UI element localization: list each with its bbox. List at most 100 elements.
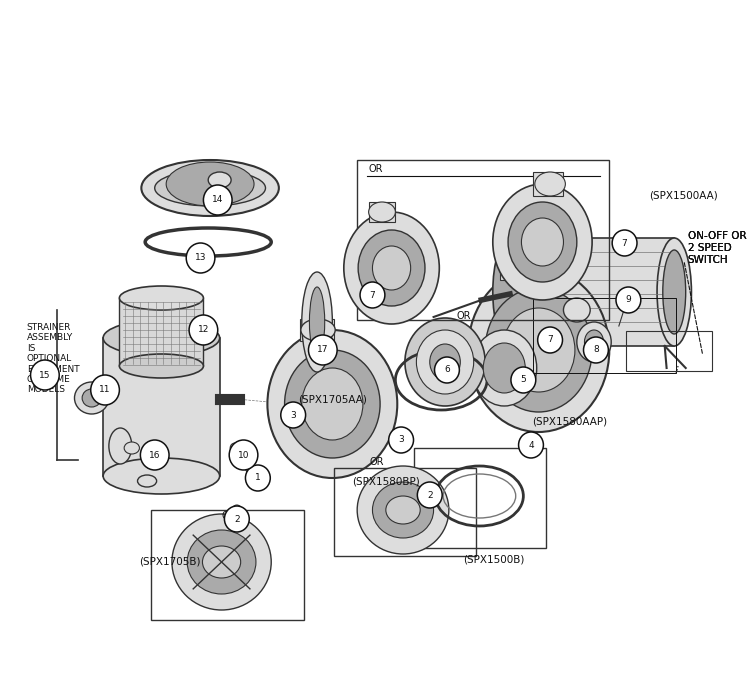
- Text: STRAINER
ASSEMBLY
IS
OPTIONAL
EQUIPMENT
ON SOME
MODELS: STRAINER ASSEMBLY IS OPTIONAL EQUIPMENT …: [27, 323, 80, 394]
- Ellipse shape: [417, 330, 474, 394]
- Bar: [120, 298, 204, 366]
- Ellipse shape: [309, 287, 325, 357]
- Ellipse shape: [141, 160, 279, 216]
- Ellipse shape: [493, 184, 592, 300]
- Text: 3: 3: [399, 435, 404, 444]
- Text: OR: OR: [368, 164, 383, 174]
- Text: OR: OR: [457, 311, 472, 321]
- Text: 13: 13: [195, 253, 206, 262]
- Circle shape: [245, 465, 270, 491]
- Text: OR: OR: [369, 457, 384, 467]
- Bar: [300, 319, 334, 341]
- Ellipse shape: [344, 212, 439, 324]
- Text: 14: 14: [212, 195, 223, 204]
- Ellipse shape: [120, 354, 204, 378]
- Text: 1: 1: [255, 473, 261, 482]
- Text: ON-OFF OR
2 SPEED
SWITCH: ON-OFF OR 2 SPEED SWITCH: [687, 232, 746, 265]
- Ellipse shape: [245, 463, 255, 473]
- Bar: [414, 448, 546, 548]
- Circle shape: [435, 357, 459, 383]
- Ellipse shape: [187, 530, 256, 594]
- Bar: [151, 510, 304, 620]
- Text: 2: 2: [427, 491, 432, 500]
- Ellipse shape: [584, 330, 604, 354]
- Text: ON-OFF OR
2 SPEED
SWITCH: ON-OFF OR 2 SPEED SWITCH: [687, 232, 746, 265]
- Ellipse shape: [521, 218, 563, 266]
- Ellipse shape: [124, 442, 139, 454]
- Text: 10: 10: [238, 451, 249, 459]
- Ellipse shape: [74, 382, 109, 414]
- Text: 3: 3: [290, 410, 296, 419]
- Text: OR: OR: [222, 511, 236, 521]
- Ellipse shape: [563, 298, 590, 322]
- Bar: [500, 256, 538, 280]
- Text: ON-OFF OR
2 SPEED
SWITCH: ON-OFF OR 2 SPEED SWITCH: [687, 232, 746, 265]
- Circle shape: [511, 367, 535, 393]
- Circle shape: [584, 337, 608, 363]
- Ellipse shape: [109, 428, 132, 464]
- Ellipse shape: [425, 485, 435, 495]
- Bar: [357, 160, 609, 320]
- Text: (SPX1500B): (SPX1500B): [463, 554, 525, 564]
- Ellipse shape: [103, 458, 220, 494]
- Ellipse shape: [508, 202, 577, 282]
- Ellipse shape: [230, 443, 240, 453]
- Ellipse shape: [268, 330, 397, 478]
- Ellipse shape: [358, 230, 425, 306]
- Ellipse shape: [468, 268, 609, 432]
- Ellipse shape: [232, 505, 241, 515]
- Ellipse shape: [663, 250, 686, 334]
- Ellipse shape: [120, 286, 204, 310]
- Text: 5: 5: [520, 375, 526, 384]
- Ellipse shape: [535, 172, 566, 196]
- Ellipse shape: [103, 320, 220, 356]
- Ellipse shape: [502, 308, 575, 392]
- Text: (SPX1705B): (SPX1705B): [139, 556, 201, 566]
- Bar: [533, 298, 676, 373]
- Ellipse shape: [368, 202, 396, 222]
- Ellipse shape: [372, 246, 411, 290]
- Ellipse shape: [138, 475, 156, 487]
- Bar: [626, 331, 712, 371]
- Ellipse shape: [386, 496, 420, 524]
- Ellipse shape: [208, 172, 231, 188]
- Ellipse shape: [284, 350, 380, 458]
- Ellipse shape: [405, 318, 485, 406]
- Text: 12: 12: [198, 326, 209, 335]
- Bar: [368, 202, 396, 222]
- Ellipse shape: [500, 256, 538, 280]
- Bar: [334, 468, 475, 556]
- Circle shape: [189, 315, 218, 345]
- Text: 17: 17: [317, 346, 329, 354]
- Ellipse shape: [472, 330, 537, 406]
- Text: 2: 2: [234, 514, 240, 524]
- Ellipse shape: [302, 272, 332, 372]
- Circle shape: [538, 327, 562, 353]
- Ellipse shape: [657, 238, 691, 346]
- Text: 6: 6: [444, 365, 450, 375]
- Ellipse shape: [577, 322, 611, 362]
- Bar: [510, 238, 675, 346]
- Text: (SPX1580AAP): (SPX1580AAP): [532, 416, 607, 426]
- Ellipse shape: [302, 368, 363, 440]
- Text: 16: 16: [149, 451, 160, 459]
- Ellipse shape: [82, 389, 102, 407]
- Ellipse shape: [301, 319, 335, 341]
- Ellipse shape: [485, 288, 592, 412]
- Text: 11: 11: [99, 386, 111, 395]
- Circle shape: [204, 185, 232, 215]
- Text: 7: 7: [547, 335, 553, 344]
- Ellipse shape: [166, 162, 254, 206]
- Circle shape: [389, 427, 414, 453]
- Ellipse shape: [484, 343, 525, 393]
- Circle shape: [31, 360, 59, 390]
- Text: 4: 4: [528, 440, 534, 449]
- Bar: [103, 338, 220, 476]
- Text: 9: 9: [626, 295, 631, 304]
- Text: (SPX1500AA): (SPX1500AA): [650, 191, 718, 201]
- Text: 8: 8: [593, 346, 599, 354]
- Circle shape: [141, 440, 169, 470]
- Ellipse shape: [357, 466, 449, 554]
- Circle shape: [616, 287, 641, 313]
- Text: 15: 15: [39, 370, 50, 379]
